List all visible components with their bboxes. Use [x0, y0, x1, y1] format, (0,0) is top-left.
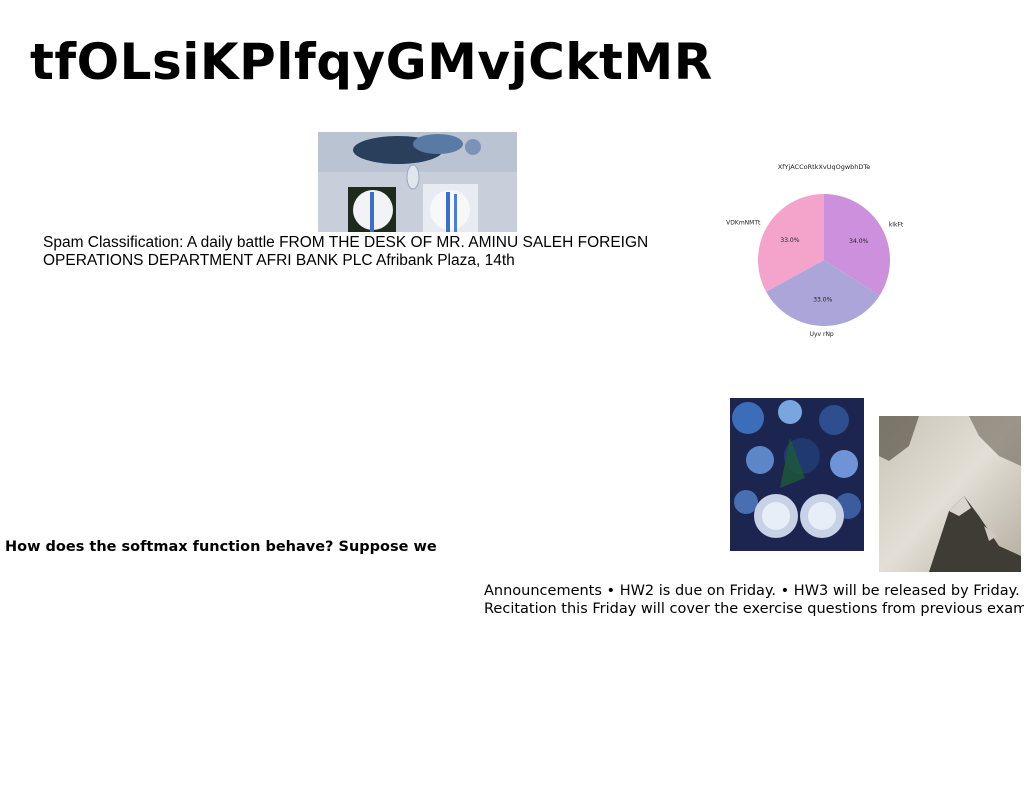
pie-chart-title: XfYjACCoRtkXvUqOgwbhDTe	[778, 163, 871, 171]
mountain-image	[879, 416, 1021, 572]
pie-category-label-1: kIkFt	[889, 221, 904, 228]
softmax-question-text: How does the softmax function behave? Su…	[5, 539, 437, 555]
announcements-line-2: Recitation this Friday will cover the ex…	[484, 601, 1024, 617]
announcements-line-1: Announcements • HW2 is due on Friday. • …	[484, 583, 1020, 599]
pie-value-label-3: 33.0%	[780, 237, 799, 244]
pie-slice-2	[766, 260, 880, 326]
pie-value-label-1: 34.0%	[849, 238, 868, 245]
page-title: tfOLsiKPlfqyGMvjCktMR	[30, 33, 713, 91]
pie-category-label-3: VDKmNMTt	[726, 219, 761, 226]
blue-tableware-image	[730, 398, 864, 551]
spam-classification-text: Spam Classification: A daily battle FROM…	[43, 234, 649, 269]
pie-slice-1	[824, 194, 890, 296]
pie-category-label-2: Uyv rNp	[810, 331, 834, 338]
pie-value-label-2: 33.0%	[813, 297, 832, 304]
pie-chart: XfYjACCoRtkXvUqOgwbhDTe 34.0% kIkFt 33.0% U…	[726, 163, 904, 338]
pie-slice-3	[758, 194, 824, 292]
table-setting-image	[318, 132, 517, 232]
announcements-text: Announcements • HW2 is due on Friday. • …	[484, 582, 1024, 618]
